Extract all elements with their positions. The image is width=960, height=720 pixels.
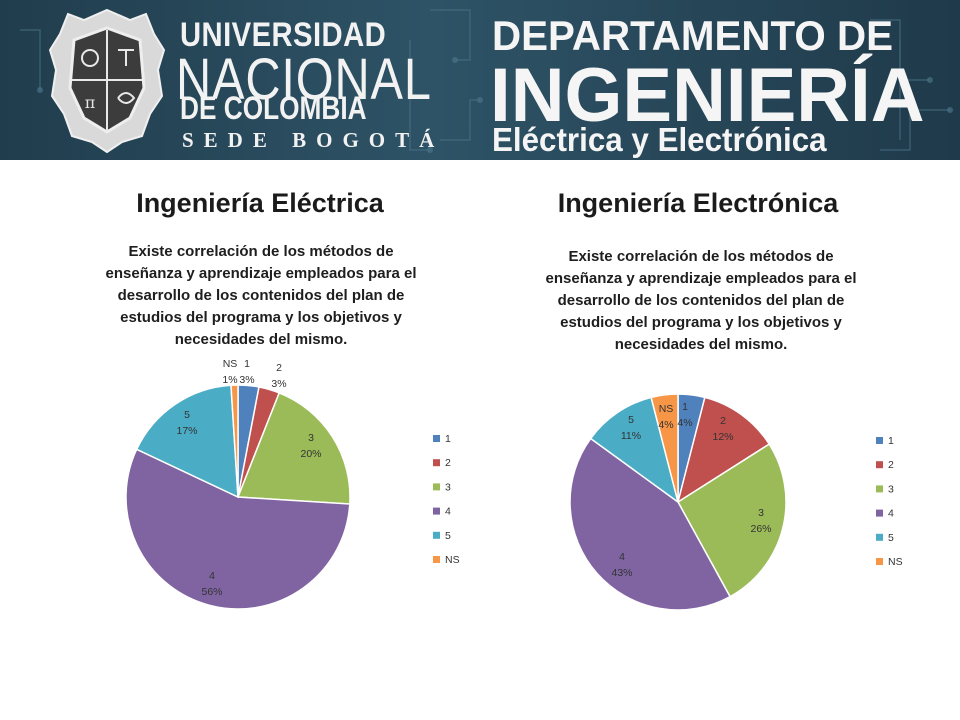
slice-category-label-ns: NS [223,358,238,370]
pie-slice-3 [236,391,351,505]
legend-label-3: 3 [445,481,451,493]
university-name-line1: UNIVERSIDAD [180,16,387,54]
legend-label-4: 4 [445,506,451,518]
slice-category-label-4: 4 [619,551,625,563]
legend-label-4: 4 [888,508,894,520]
legend-label-5: 5 [445,530,451,542]
slice-category-label-5: 5 [184,409,190,421]
slice-value-label-3: 20% [300,448,321,460]
legend-label-1: 1 [888,435,894,447]
legend-swatch-ns [876,558,883,565]
svg-text:π: π [85,93,96,112]
department-label: DEPARTAMENTO DE [492,12,893,59]
pie-slice-ns [230,384,239,498]
slice-value-label-ns: 1% [222,374,237,386]
legend-swatch-2 [876,461,883,469]
pie-slice-2 [676,396,771,504]
slice-value-label-5: 17% [176,425,197,437]
slice-value-label-2: 3% [271,378,286,390]
slice-category-label-2: 2 [276,362,282,374]
legend-swatch-3 [876,485,883,493]
pie-slice-ns [650,393,679,503]
university-seal-icon: π [48,8,166,154]
slice-category-label-2: 2 [720,415,726,427]
legend-swatch-1 [876,437,883,444]
legend-label-2: 2 [445,457,451,469]
slice-value-label-1: 4% [677,417,692,429]
legend-label-2: 2 [888,459,894,471]
slice-value-label-4: 56% [201,586,222,598]
chart-title-electronic: Existe correlación de los métodos de ens… [545,248,857,353]
pie-slice-3 [677,443,787,598]
slice-value-label-5: 11% [621,430,641,442]
department-name: INGENIERÍA [490,53,925,138]
legend-swatch-5 [876,533,883,541]
slice-category-label-3: 3 [758,507,764,519]
slice-value-label-ns: 4% [658,419,673,431]
circuit-pattern [20,9,953,153]
university-name-line2: NACIONAL [176,47,432,112]
slice-value-label-3: 26% [750,523,771,535]
legend-label-5: 5 [888,532,894,544]
legend-label-ns: NS [888,556,903,568]
slice-category-label-1: 1 [682,401,688,413]
legend-swatch-2 [433,459,440,467]
chart-title-electrical: Existe correlación de los métodos de ens… [105,243,417,348]
pie-slice-4 [569,437,732,611]
slice-value-label-1: 3% [239,374,254,386]
department-subtitle: Eléctrica y Electrónica [492,121,827,158]
slice-value-label-2: 12% [712,431,733,443]
slice-category-label-3: 3 [308,432,314,444]
section-heading-electronic: Ingeniería Electrónica [557,188,839,218]
legend-label-1: 1 [445,433,451,445]
legend-swatch-5 [433,531,440,539]
slice-category-label-ns: NS [659,403,674,415]
university-name-line3: DE COLOMBIA [180,90,367,126]
pie-slice-5 [589,396,680,504]
legend-label-ns: NS [445,554,460,566]
header-banner: π UNIVERSIDAD NACIONAL DE COLOMBIA SEDE … [0,0,960,160]
pie-slice-5 [135,384,239,499]
pie-slice-4 [125,448,351,610]
legend-swatch-4 [876,509,883,517]
slice-category-label-4: 4 [209,570,215,582]
legend-swatch-3 [433,483,440,491]
legend-swatch-4 [433,507,440,515]
section-heading-electrical: Ingeniería Eléctrica [136,188,384,218]
legend-label-3: 3 [888,483,894,495]
campus-name: SEDE BOGOTÁ [182,128,445,152]
slice-category-label-5: 5 [628,414,634,426]
legend-swatch-1 [433,435,440,442]
slice-category-label-1: 1 [244,358,250,370]
slice-value-label-4: 43% [611,567,632,579]
legend-swatch-ns [433,556,440,563]
